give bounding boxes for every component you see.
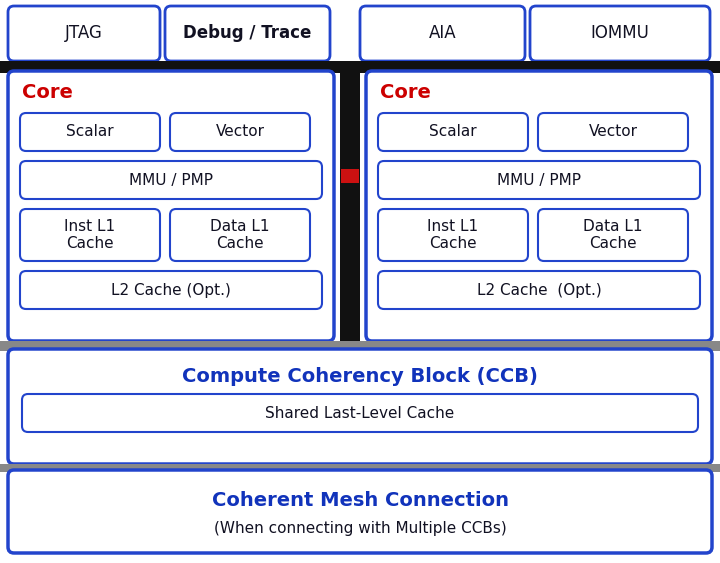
Text: Shared Last-Level Cache: Shared Last-Level Cache xyxy=(266,405,454,421)
Text: L2 Cache  (Opt.): L2 Cache (Opt.) xyxy=(477,283,601,297)
FancyBboxPatch shape xyxy=(8,6,160,61)
Text: Debug / Trace: Debug / Trace xyxy=(184,25,312,42)
Text: Scalar: Scalar xyxy=(66,124,114,140)
Text: JTAG: JTAG xyxy=(65,25,103,42)
FancyBboxPatch shape xyxy=(378,271,700,309)
FancyBboxPatch shape xyxy=(8,349,712,464)
Text: MMU / PMP: MMU / PMP xyxy=(497,172,581,187)
Bar xyxy=(340,69,360,343)
Text: IOMMU: IOMMU xyxy=(590,25,649,42)
Text: (When connecting with Multiple CCBs): (When connecting with Multiple CCBs) xyxy=(214,521,506,535)
Text: MMU / PMP: MMU / PMP xyxy=(129,172,213,187)
FancyBboxPatch shape xyxy=(22,394,698,432)
Text: Core: Core xyxy=(380,83,431,102)
Text: Core: Core xyxy=(22,83,73,102)
FancyBboxPatch shape xyxy=(170,113,310,151)
FancyBboxPatch shape xyxy=(360,6,525,61)
FancyBboxPatch shape xyxy=(8,470,712,553)
FancyBboxPatch shape xyxy=(378,113,528,151)
Text: Scalar: Scalar xyxy=(429,124,477,140)
FancyBboxPatch shape xyxy=(8,71,334,341)
Text: Vector: Vector xyxy=(588,124,637,140)
FancyBboxPatch shape xyxy=(538,113,688,151)
Bar xyxy=(0,341,720,351)
FancyBboxPatch shape xyxy=(165,6,330,61)
Text: L2 Cache (Opt.): L2 Cache (Opt.) xyxy=(111,283,231,297)
FancyBboxPatch shape xyxy=(20,271,322,309)
FancyBboxPatch shape xyxy=(170,209,310,261)
Bar xyxy=(341,169,359,183)
FancyBboxPatch shape xyxy=(366,71,712,341)
FancyBboxPatch shape xyxy=(20,113,160,151)
FancyBboxPatch shape xyxy=(530,6,710,61)
Text: Compute Coherency Block (CCB): Compute Coherency Block (CCB) xyxy=(182,368,538,387)
Text: Inst L1
Cache: Inst L1 Cache xyxy=(428,219,479,251)
FancyBboxPatch shape xyxy=(378,209,528,261)
Text: Data L1
Cache: Data L1 Cache xyxy=(210,219,270,251)
FancyBboxPatch shape xyxy=(378,161,700,199)
Text: Data L1
Cache: Data L1 Cache xyxy=(583,219,643,251)
Text: Vector: Vector xyxy=(215,124,264,140)
Text: AIA: AIA xyxy=(428,25,456,42)
Text: Coherent Mesh Connection: Coherent Mesh Connection xyxy=(212,490,508,510)
Bar xyxy=(0,464,720,472)
FancyBboxPatch shape xyxy=(20,161,322,199)
FancyBboxPatch shape xyxy=(538,209,688,261)
Text: Inst L1
Cache: Inst L1 Cache xyxy=(64,219,116,251)
FancyBboxPatch shape xyxy=(20,209,160,261)
Bar xyxy=(0,61,720,73)
